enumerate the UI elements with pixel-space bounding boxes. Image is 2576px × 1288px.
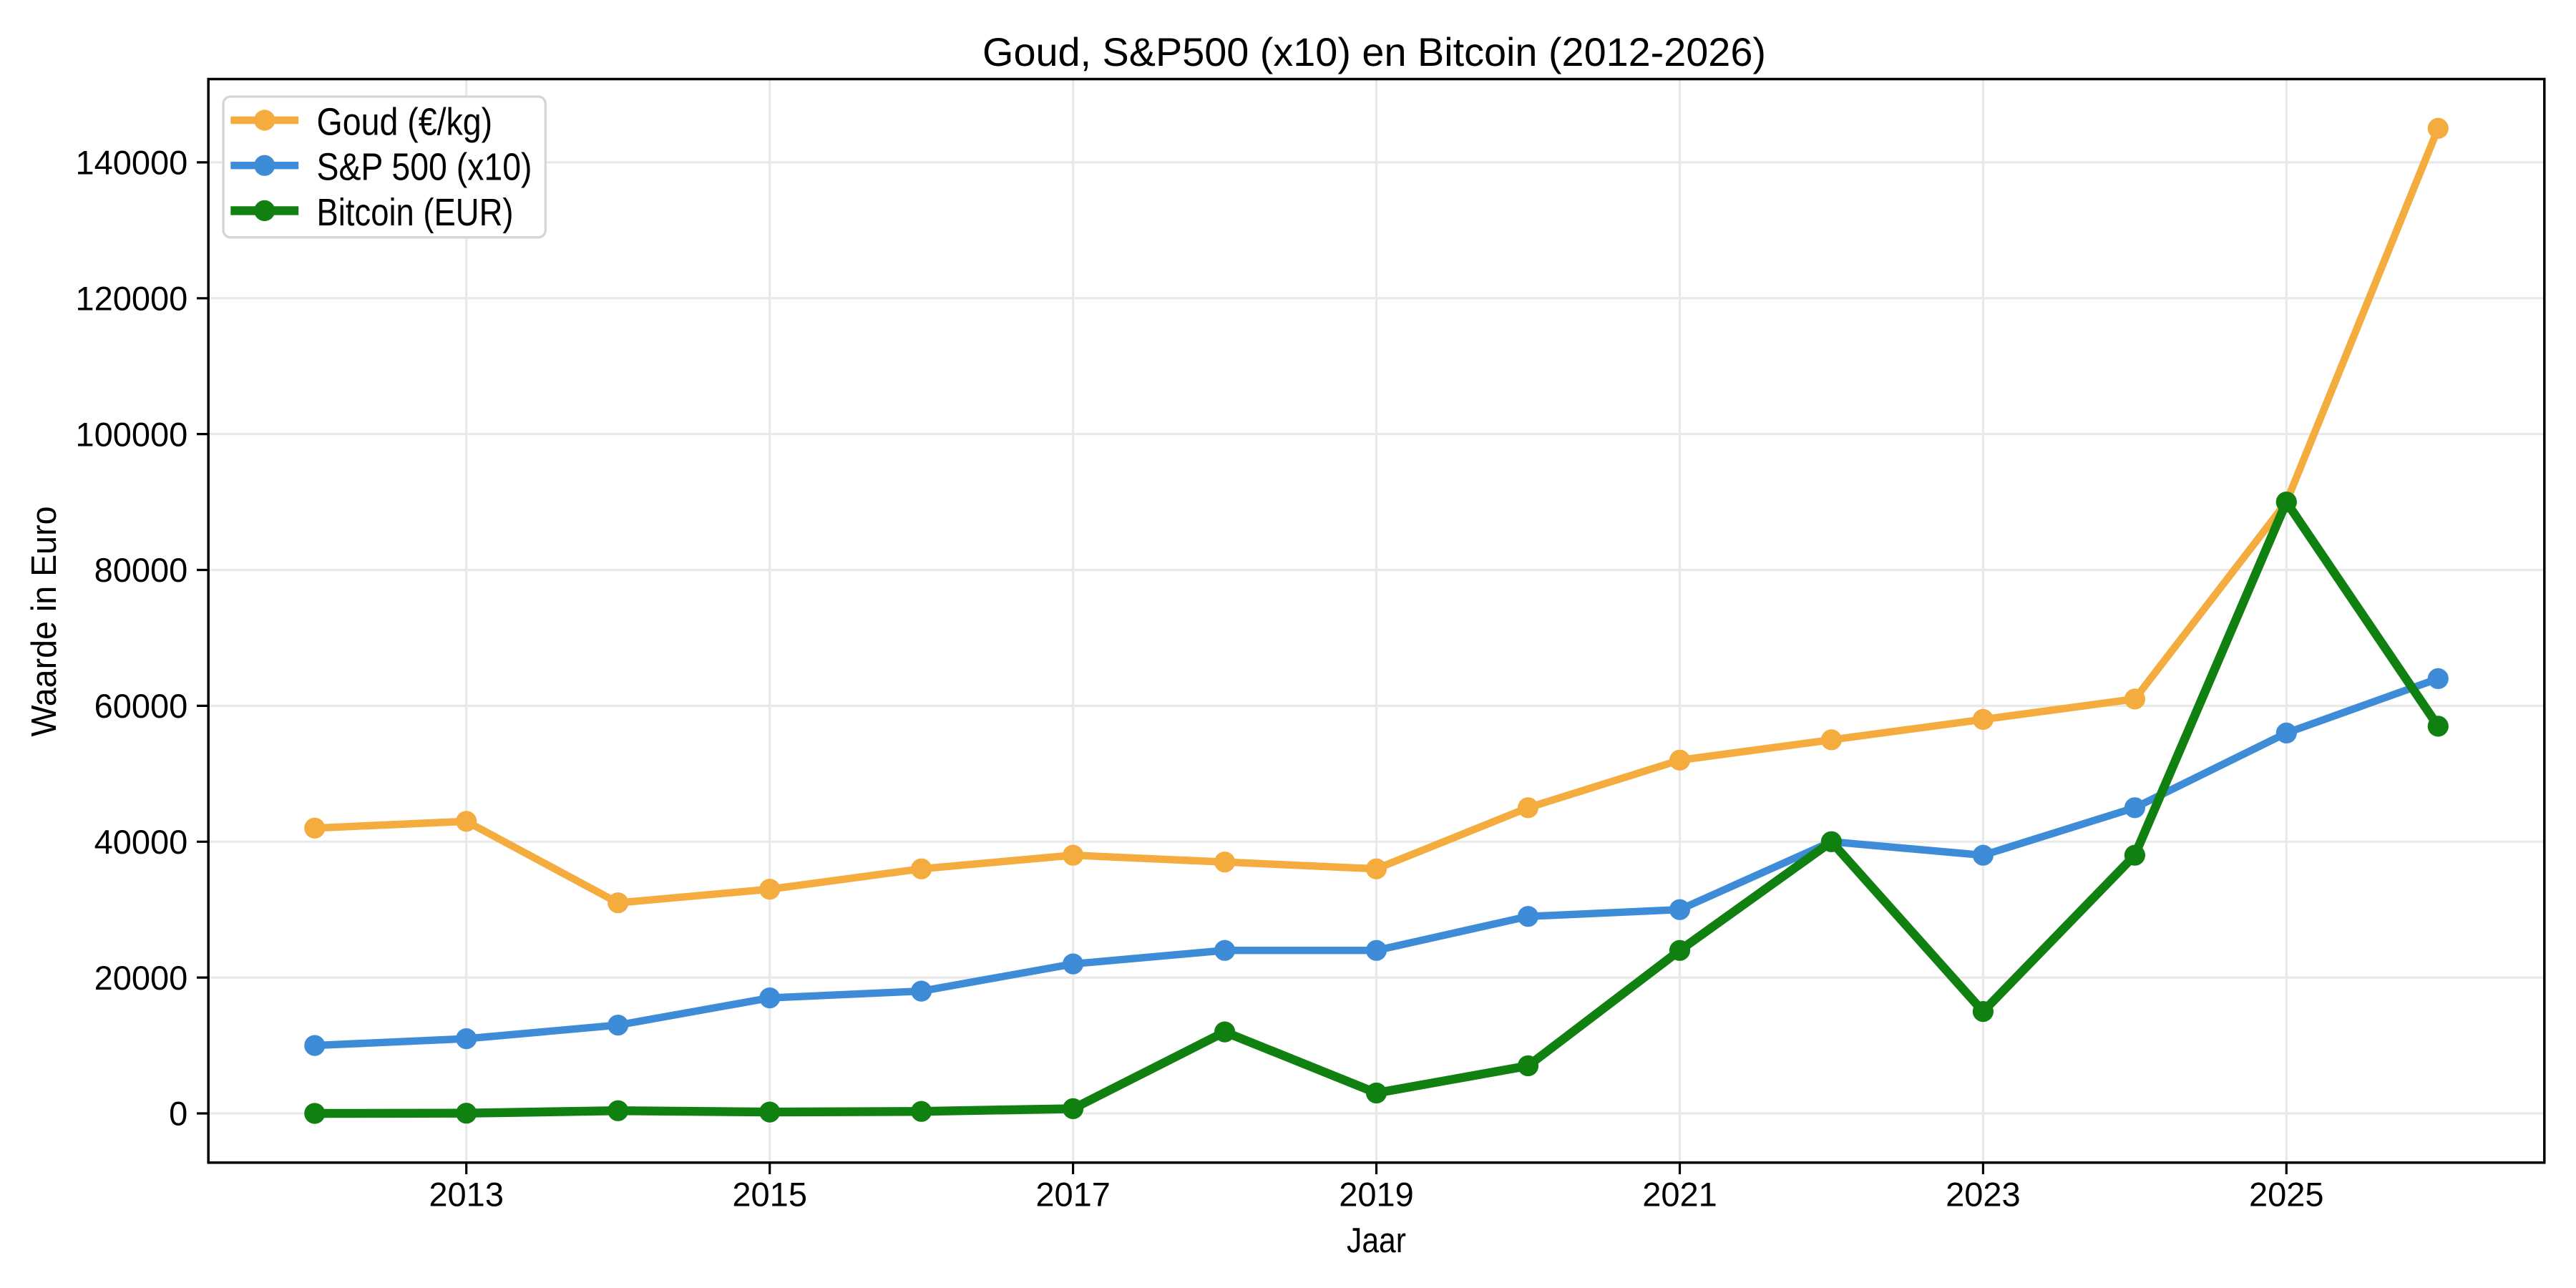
svg-text:120000: 120000 bbox=[75, 280, 187, 318]
svg-text:140000: 140000 bbox=[75, 144, 187, 182]
svg-text:Jaar: Jaar bbox=[1347, 1221, 1406, 1260]
svg-text:Goud, S&P500 (x10) en Bitcoin: Goud, S&P500 (x10) en Bitcoin (2012-2026… bbox=[982, 29, 1766, 74]
svg-text:20000: 20000 bbox=[94, 959, 188, 997]
svg-text:100000: 100000 bbox=[75, 415, 187, 453]
svg-text:S&P 500 (x10): S&P 500 (x10) bbox=[317, 147, 532, 189]
svg-text:2019: 2019 bbox=[1339, 1176, 1414, 1214]
svg-text:Waarde in Euro: Waarde in Euro bbox=[24, 507, 64, 737]
svg-text:2015: 2015 bbox=[732, 1176, 807, 1214]
svg-text:2023: 2023 bbox=[1946, 1176, 2021, 1214]
svg-text:2021: 2021 bbox=[1642, 1176, 1717, 1214]
svg-text:Bitcoin (EUR): Bitcoin (EUR) bbox=[317, 192, 514, 234]
svg-text:60000: 60000 bbox=[94, 687, 188, 725]
svg-text:80000: 80000 bbox=[94, 551, 188, 589]
svg-text:Goud (€/kg): Goud (€/kg) bbox=[317, 100, 493, 143]
svg-text:2025: 2025 bbox=[2249, 1176, 2324, 1214]
svg-text:2017: 2017 bbox=[1035, 1176, 1111, 1214]
svg-text:0: 0 bbox=[169, 1095, 187, 1133]
svg-text:40000: 40000 bbox=[94, 823, 188, 861]
svg-text:2013: 2013 bbox=[429, 1176, 504, 1214]
